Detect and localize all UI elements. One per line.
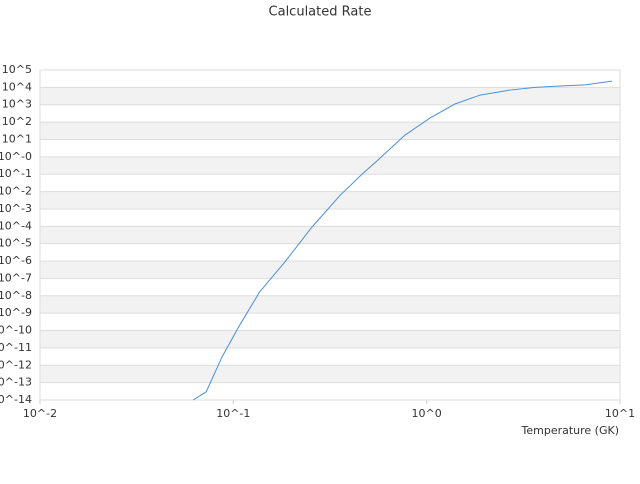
grid-band	[40, 365, 620, 383]
y-tick-label: 10^1	[2, 132, 32, 145]
grid-band	[40, 330, 620, 348]
data-line	[192, 80, 613, 401]
grid-band	[40, 87, 620, 105]
y-tick-label: 10^-4	[0, 219, 32, 232]
y-tick-label: 10^-9	[0, 306, 32, 319]
x-tick-label: 10^-1	[216, 407, 250, 420]
grid-band	[40, 191, 620, 209]
x-axis-label: Temperature (GK)	[521, 424, 620, 437]
grid-band	[40, 156, 620, 175]
y-tick-label: 10^-0	[0, 150, 32, 163]
y-tick-label: 10^-3	[0, 202, 32, 215]
y-tick-label: 10^4	[2, 80, 32, 93]
x-tick-label: 10^0	[412, 407, 442, 420]
y-tick-label: 10^-1	[0, 167, 32, 180]
y-tick-label: 10^-12	[0, 358, 32, 371]
grid-band	[40, 295, 620, 314]
y-tick-label: 10^-8	[0, 289, 32, 302]
y-tick-label: 10^-11	[0, 341, 32, 354]
y-tick-label: 10^-6	[0, 254, 32, 267]
y-tick-label: 10^2	[2, 115, 32, 128]
x-tick-label: 10^1	[605, 407, 635, 420]
grid-band	[40, 226, 620, 244]
y-tick-label: 10^-14	[0, 393, 32, 406]
y-tick-label: 10^-2	[0, 185, 32, 198]
grid-band	[40, 122, 620, 140]
grid-band	[40, 261, 620, 279]
y-tick-label: 10^-7	[0, 271, 32, 284]
y-tick-label: 10^-10	[0, 324, 32, 337]
chart-title: Calculated Rate	[269, 5, 372, 20]
y-tick-label: 10^5	[2, 63, 32, 76]
y-tick-label: 10^3	[2, 98, 32, 111]
plot-frame	[39, 69, 621, 401]
x-tick-label: 10^-2	[23, 407, 57, 420]
y-tick-label: 10^-13	[0, 376, 32, 389]
y-tick-label: 10^-5	[0, 237, 32, 250]
